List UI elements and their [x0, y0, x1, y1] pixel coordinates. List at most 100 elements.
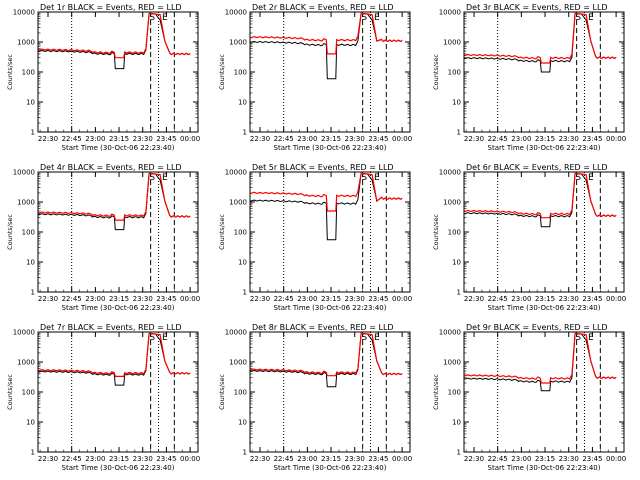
y-tick-label: 10000: [439, 169, 461, 177]
y-tick-label: 10: [452, 259, 461, 267]
events-series-line: [38, 172, 191, 231]
y-axis-label: Counts/sec: [432, 374, 440, 410]
y-tick-label: 1: [457, 449, 461, 457]
start-marker-label: S: [149, 333, 155, 343]
end-marker-label: E: [588, 173, 594, 183]
y-tick-label: 1000: [443, 199, 461, 207]
x-tick-label: 22:30: [250, 295, 270, 303]
x-tick-label: 23:00: [85, 135, 105, 143]
y-axis-label: Counts/sec: [6, 54, 14, 90]
y-tick-label: 10: [26, 99, 35, 107]
events-series-line: [464, 332, 617, 392]
y-tick-label: 1000: [443, 359, 461, 367]
x-tick-label: 00:00: [606, 295, 626, 303]
y-tick-label: 10000: [225, 9, 247, 17]
start-marker-label: S: [149, 13, 155, 23]
x-axis-label: Start Time (30-Oct-06 22:23:40): [488, 304, 601, 312]
x-tick-label: 23:45: [582, 295, 602, 303]
x-axis-label: Start Time (30-Oct-06 22:23:40): [488, 144, 601, 152]
x-tick-label: 00:00: [180, 295, 200, 303]
y-tick-label: 10000: [13, 9, 35, 17]
y-tick-label: 100: [22, 389, 35, 397]
chart-title: Det 2r BLACK = Events, RED = LLD: [252, 3, 394, 12]
events-series-line: [250, 332, 403, 388]
x-axis-label: Start Time (30-Oct-06 22:23:40): [488, 464, 601, 472]
chart-panel: Det 4r BLACK = Events, RED = LLD 1 10 100 10…: [6, 163, 200, 312]
chart-panel: Det 2r BLACK = Events, RED = LLD 1 10 100 10…: [218, 3, 412, 152]
y-tick-label: 10: [238, 419, 247, 427]
x-tick-label: 23:15: [109, 455, 129, 463]
y-tick-label: 10000: [13, 329, 35, 337]
x-tick-label: 23:00: [511, 455, 531, 463]
x-tick-label: 23:15: [109, 295, 129, 303]
x-tick-label: 00:00: [606, 135, 626, 143]
x-axis-label: Start Time (30-Oct-06 22:23:40): [62, 304, 175, 312]
chart-title: Det 9r BLACK = Events, RED = LLD: [466, 323, 608, 332]
chart-panel: Det 6r BLACK = Events, RED = LLD 1 10 100 10…: [432, 163, 626, 312]
x-tick-label: 22:45: [488, 135, 508, 143]
y-tick-label: 1: [457, 289, 461, 297]
x-tick-label: 23:45: [156, 135, 176, 143]
y-tick-label: 1: [243, 129, 247, 137]
end-marker-label: E: [162, 173, 168, 183]
x-tick-label: 23:30: [133, 295, 153, 303]
x-tick-label: 23:45: [582, 135, 602, 143]
events-series-line: [250, 172, 403, 241]
x-tick-label: 23:30: [345, 135, 365, 143]
y-tick-label: 10000: [439, 9, 461, 17]
y-axis-label: Counts/sec: [6, 214, 14, 250]
y-tick-label: 10: [452, 99, 461, 107]
y-tick-label: 10000: [225, 169, 247, 177]
x-tick-label: 23:30: [133, 455, 153, 463]
y-axis-label: Counts/sec: [218, 54, 226, 90]
chart-panel: Det 3r BLACK = Events, RED = LLD 1 10 100 10…: [432, 3, 626, 152]
chart-title: Det 4r BLACK = Events, RED = LLD: [40, 163, 182, 172]
x-tick-label: 00:00: [392, 455, 412, 463]
chart-panel: Det 9r BLACK = Events, RED = LLD 1 10 100 10…: [432, 323, 626, 472]
chart-title: Det 3r BLACK = Events, RED = LLD: [466, 3, 608, 12]
x-tick-label: 23:15: [535, 295, 555, 303]
x-tick-label: 00:00: [392, 295, 412, 303]
y-tick-label: 1000: [229, 199, 247, 207]
end-marker-label: E: [374, 333, 380, 343]
lld-series-line: [250, 12, 403, 55]
x-tick-label: 23:45: [368, 295, 388, 303]
events-series-line: [38, 332, 191, 386]
y-tick-label: 1: [243, 289, 247, 297]
x-tick-label: 22:45: [488, 455, 508, 463]
x-tick-label: 23:30: [133, 135, 153, 143]
start-marker-label: S: [361, 13, 367, 23]
y-tick-label: 100: [448, 229, 461, 237]
x-axis-label: Start Time (30-Oct-06 22:23:40): [274, 144, 387, 152]
x-tick-label: 22:45: [488, 295, 508, 303]
x-tick-label: 23:15: [321, 135, 341, 143]
chart-panel: Det 5r BLACK = Events, RED = LLD 1 10 100 10…: [218, 163, 412, 312]
x-tick-label: 22:30: [464, 295, 484, 303]
y-tick-label: 100: [22, 229, 35, 237]
end-marker-label: E: [588, 333, 594, 343]
events-series-line: [464, 12, 617, 73]
lld-series-line: [250, 172, 403, 212]
end-marker-label: E: [162, 13, 168, 23]
y-tick-label: 10: [452, 419, 461, 427]
y-tick-label: 1000: [17, 359, 35, 367]
x-tick-label: 23:45: [156, 295, 176, 303]
x-tick-label: 22:30: [250, 455, 270, 463]
y-tick-label: 10000: [225, 329, 247, 337]
y-tick-label: 100: [234, 69, 247, 77]
x-tick-label: 23:45: [368, 135, 388, 143]
end-marker-label: E: [162, 333, 168, 343]
events-series-line: [250, 12, 403, 80]
x-tick-label: 23:30: [345, 295, 365, 303]
x-tick-label: 22:30: [464, 135, 484, 143]
start-marker-label: S: [149, 173, 155, 183]
x-tick-label: 23:15: [321, 455, 341, 463]
lld-series-line: [38, 12, 191, 59]
y-tick-label: 1000: [17, 39, 35, 47]
x-axis-label: Start Time (30-Oct-06 22:23:40): [62, 144, 175, 152]
x-tick-label: 23:00: [297, 295, 317, 303]
lld-series-line: [38, 172, 191, 221]
y-tick-label: 10: [26, 419, 35, 427]
start-marker-label: S: [361, 333, 367, 343]
y-tick-label: 10: [238, 99, 247, 107]
